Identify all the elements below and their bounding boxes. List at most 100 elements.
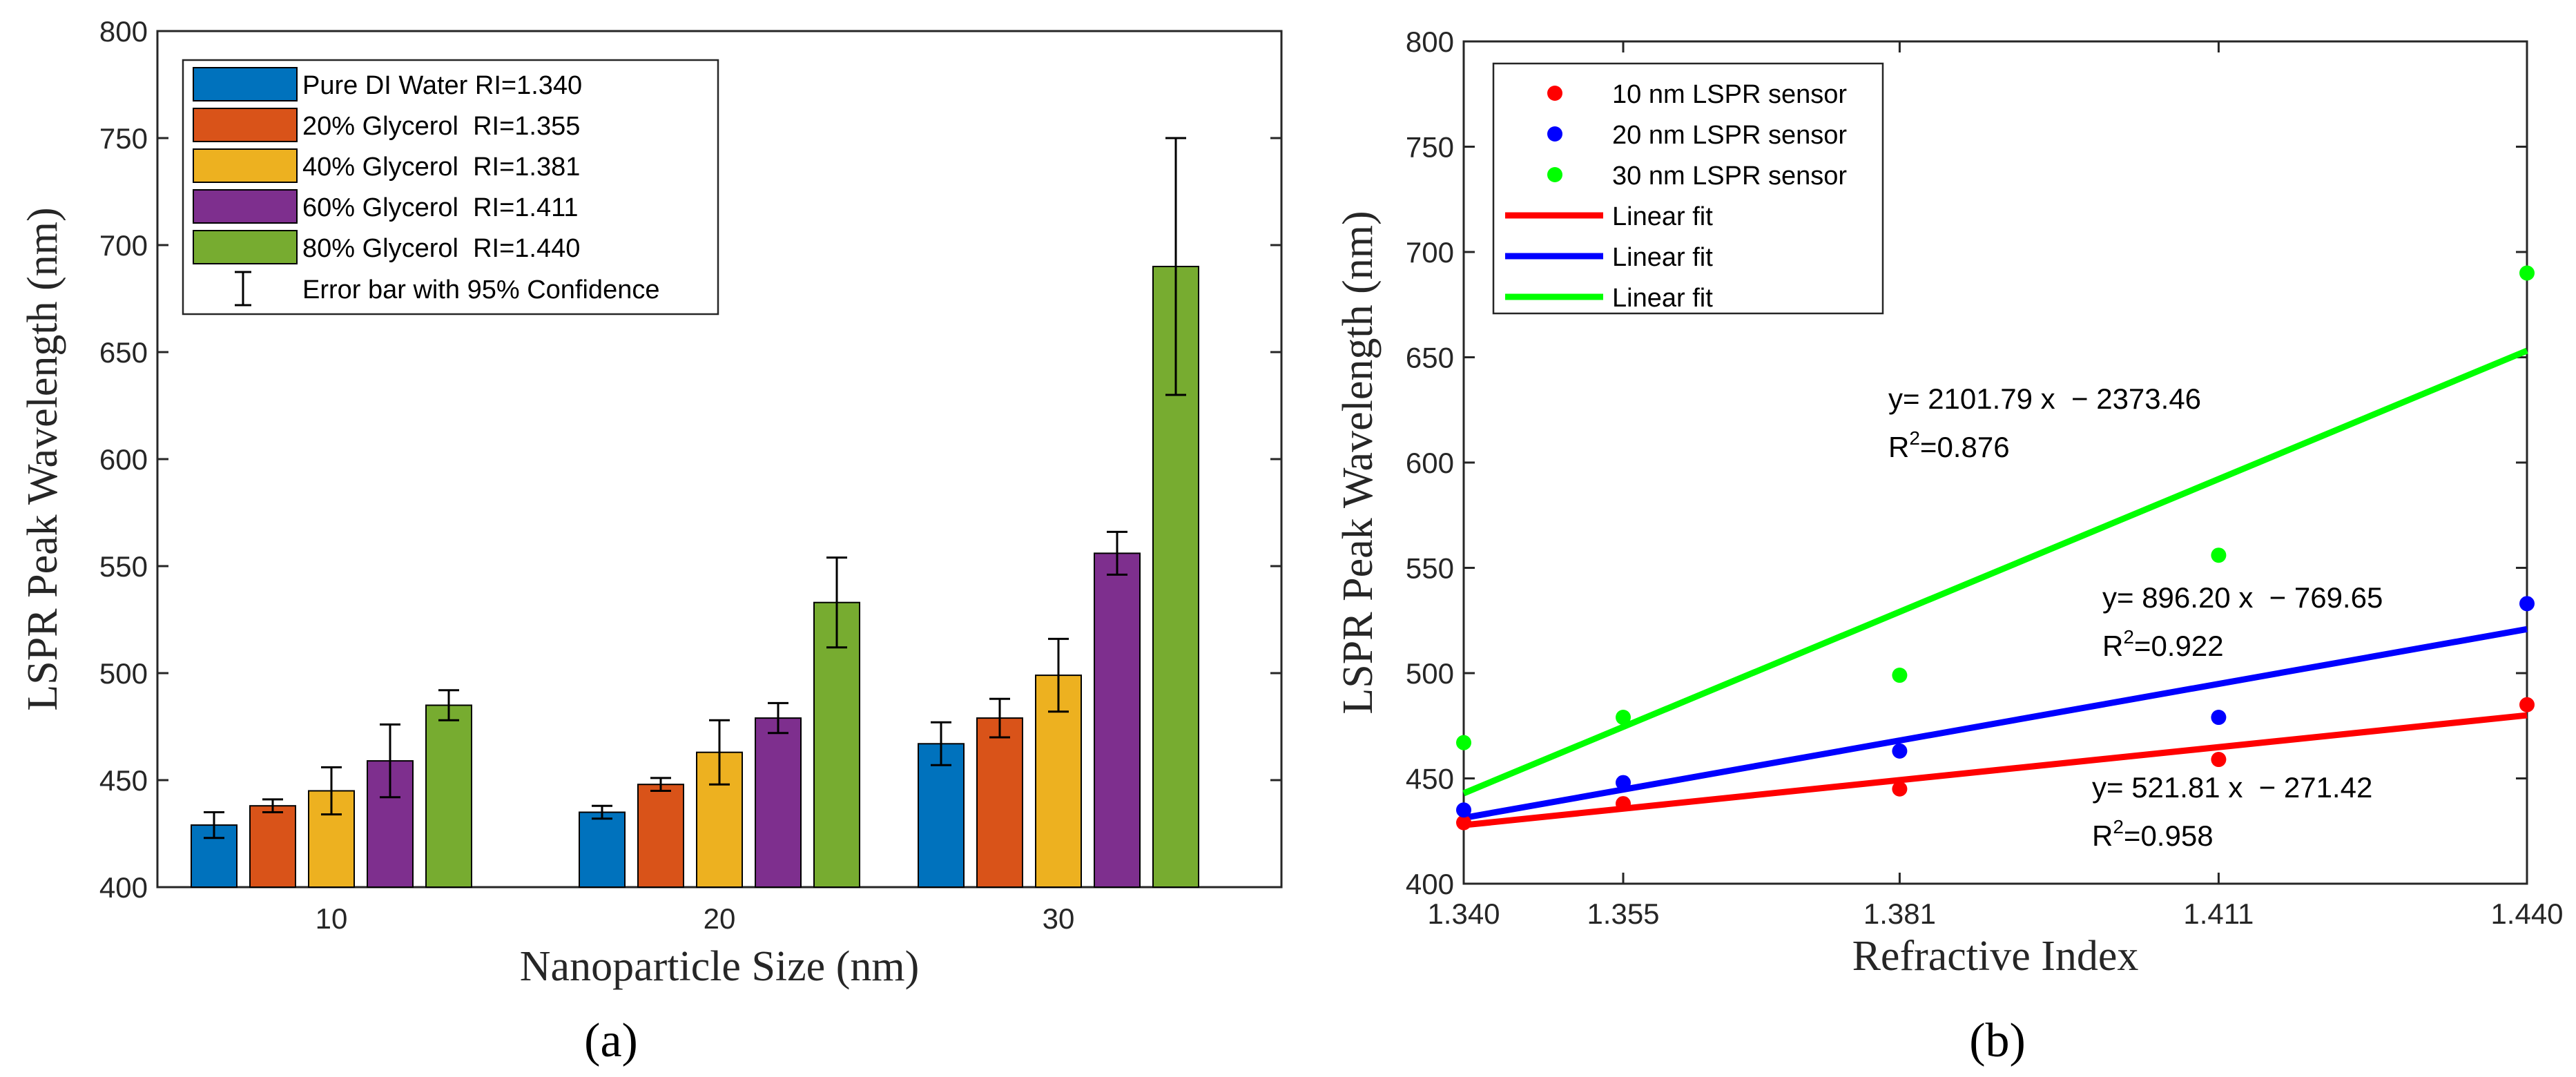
panel-a-bar <box>755 717 802 888</box>
panel-b-fit-equation: y= 521.81 x − 271.42 <box>2092 771 2372 804</box>
panel-a-legend-swatch <box>193 67 298 101</box>
panel-b-legend-marker <box>1547 126 1562 142</box>
panel-b-data-point <box>1456 735 1471 750</box>
panel-a-y-tick-label: 600 <box>99 443 148 476</box>
panel-a-legend: Pure DI Water RI=1.340 20% Glycerol RI=1.… <box>182 59 719 316</box>
panel-a-x-tick-label: 10 <box>316 902 348 935</box>
panel-b-fit-equation: y= 2101.79 x − 2373.46 <box>1888 382 2201 415</box>
panel-a-bar <box>976 717 1023 888</box>
panel-b-y-tick-label: 750 <box>1406 131 1454 164</box>
panel-b-data-point <box>2519 265 2535 281</box>
panel-a-x-tick-label: 30 <box>1043 902 1075 935</box>
panel-a-bar <box>918 743 965 889</box>
panel-b-y-tick-label: 800 <box>1406 26 1454 58</box>
panel-a-legend-label: Pure DI Water RI=1.340 <box>302 71 582 100</box>
panel-b-y-axis-label: LSPR Peak Wavelength (nm) <box>1335 211 1382 714</box>
panel-b-legend-marker <box>1547 167 1562 182</box>
panel-a-y-tick-label: 700 <box>99 229 148 262</box>
panel-b-data-point <box>1616 775 1631 790</box>
panel-b-x-axis-label: Refractive Index <box>1852 933 2139 980</box>
panel-a-y-tick-label: 400 <box>99 871 148 904</box>
panel-a-legend-label: 20% Glycerol RI=1.355 <box>302 112 580 141</box>
panel-b-legend-label: 20 nm LSPR sensor <box>1612 121 1847 150</box>
panel-a: 400 450 500 550 600 650 700 750 800 10 20 30 Pure … <box>19 15 1283 1067</box>
panel-a-y-tick-label: 500 <box>99 657 148 690</box>
panel-b-legend-fit-label: Linear fit <box>1612 243 1713 272</box>
panel-b-fit-r2: R2=0.958 <box>2092 816 2214 852</box>
panel-a-legend-errorbar-label: Error bar with 95% Confidence <box>302 275 659 304</box>
panel-b-x-tick-label: 1.355 <box>1587 898 1659 930</box>
panel-a-bar <box>637 784 684 888</box>
panel-b-y-tick-label: 500 <box>1406 657 1454 690</box>
panel-b-legend-box <box>1492 62 1884 315</box>
panel-b-fit-r2-superscript: 2 <box>2113 816 2124 837</box>
panel-a-legend-box <box>182 59 719 316</box>
panel-b-fit-line <box>1463 625 2528 822</box>
panel-b-fit-r2-symbol: R <box>1888 431 1909 463</box>
panel-b-points <box>1456 265 2535 831</box>
panel-b-legend-fit-label: Linear fit <box>1612 284 1713 313</box>
panel-a-legend-label: 80% Glycerol RI=1.440 <box>302 234 580 263</box>
panel-a-x-axis-label: Nanoparticle Size (nm) <box>520 943 919 990</box>
panel-a-y-tick-label: 550 <box>99 550 148 583</box>
panel-b-fit-r2-value: =0.922 <box>2134 630 2224 662</box>
panel-b-legend-marker <box>1547 86 1562 101</box>
panel-a-bar <box>579 811 626 888</box>
panel-b-data-point <box>1616 710 1631 726</box>
panel-a-error-bars <box>204 137 1186 840</box>
panel-b-y-tick-label: 600 <box>1406 447 1454 479</box>
panel-a-legend-swatch <box>193 108 298 142</box>
panel-b-fit-r2-symbol: R <box>2092 819 2113 852</box>
panel-b-fit-r2-symbol: R <box>2102 630 2123 662</box>
panel-b-data-point <box>1456 802 1471 818</box>
panel-b-data-point <box>1456 815 1471 831</box>
panel-a-legend-swatch <box>193 189 298 224</box>
panel-b-fit-equation: y= 896.20 x − 769.65 <box>2102 581 2383 614</box>
panel-b-data-point <box>2519 596 2535 612</box>
panel-b-fit-r2-value: =0.876 <box>1920 431 2010 463</box>
panel-a-bar <box>813 601 860 888</box>
panel-b-caption: (b) <box>1969 1014 2026 1067</box>
panel-b-x-tick-label: 1.381 <box>1863 898 1936 930</box>
panel-b-y-tick-label: 650 <box>1406 342 1454 374</box>
panel-b-legend-fit-label: Linear fit <box>1612 202 1713 231</box>
panel-b-fit-r2: R2=0.876 <box>1888 427 2010 463</box>
panel-a-bar <box>1094 552 1141 889</box>
panel-a-bar <box>249 805 296 888</box>
panel-a-y-tick-label: 750 <box>99 122 148 155</box>
panel-b-legend-label: 30 nm LSPR sensor <box>1612 162 1847 191</box>
panel-b-data-point <box>2519 697 2535 712</box>
panel-a-y-tick-label: 800 <box>99 15 148 48</box>
panel-a-y-axis-label: LSPR Peak Wavelength (nm) <box>19 207 66 710</box>
panel-a-legend-label: 40% Glycerol RI=1.381 <box>302 153 580 182</box>
panel-b-legend: 10 nm LSPR sensor 20 nm LSPR sensor 30 nm … <box>1492 62 1884 315</box>
panel-b-fit-lines <box>1462 347 2528 828</box>
panel-a-x-tick-label: 20 <box>704 902 736 935</box>
panel-a-bar <box>425 704 472 888</box>
panel-b-data-point <box>1892 743 1908 759</box>
panel-b-x-tick-label: 1.411 <box>2183 898 2254 930</box>
panel-a-legend-label: 60% Glycerol RI=1.411 <box>302 193 579 222</box>
panel-b-y-tick-label: 400 <box>1406 868 1454 900</box>
panel-b-fit-r2-value: =0.958 <box>2124 819 2214 852</box>
panel-a-legend-swatch <box>193 230 298 264</box>
panel-b-fit-line <box>1462 347 2528 797</box>
panel-b-fit-r2-superscript: 2 <box>2123 626 2134 648</box>
panel-b-x-axis: 1.340 1.355 1.381 1.411 1.440 <box>1427 41 2564 930</box>
panel-b-x-tick-label: 1.440 <box>2490 898 2563 930</box>
panel-b-fit-line <box>1463 712 2528 828</box>
panel-b-y-tick-label: 700 <box>1406 236 1454 269</box>
panel-b-fit-r2: R2=0.922 <box>2102 626 2224 662</box>
panel-a-x-axis: 10 20 30 <box>316 876 1075 935</box>
panel-b-y-axis: 400 450 500 550 600 650 700 750 800 <box>1406 26 2527 900</box>
panel-a-caption: (a) <box>584 1014 638 1067</box>
panel-a-y-tick-label: 650 <box>99 336 148 369</box>
panel-b-data-point <box>1616 796 1631 812</box>
panel-a-y-axis: 400 450 500 550 600 650 700 750 800 <box>99 15 1281 904</box>
panel-b-data-point <box>2211 752 2227 768</box>
panel-b-data-point <box>2211 547 2227 563</box>
panel-b-y-tick-label: 450 <box>1406 763 1454 795</box>
